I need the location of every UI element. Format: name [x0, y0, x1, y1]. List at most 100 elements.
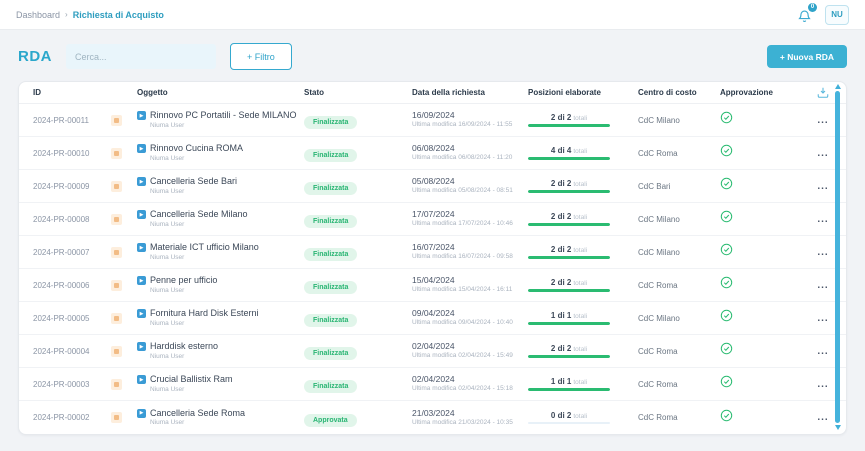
positions-progress: 2 di 2 totali [528, 179, 638, 193]
open-document-icon[interactable]: ▶ [137, 243, 146, 253]
request-date: 17/07/2024 [412, 209, 455, 220]
request-date: 09/04/2024 [412, 308, 455, 319]
progress-fill [528, 322, 610, 325]
positions-progress: 2 di 2 totali [528, 344, 638, 358]
open-document-icon[interactable]: ▶ [137, 111, 146, 121]
table-row[interactable]: 2024-PR-00006 ▶ Penne per ufficio Niuma … [19, 269, 846, 302]
filter-button[interactable]: + Filtro [230, 43, 292, 70]
approved-check-icon [720, 210, 733, 223]
bell-icon [798, 9, 811, 22]
column-header-centro: Centro di costo [638, 88, 697, 97]
rda-id: 2024-PR-00006 [33, 280, 90, 290]
rda-id: 2024-PR-00005 [33, 313, 90, 323]
table-row[interactable]: 2024-PR-00002 ▶ Cancelleria Sede Roma Ni… [19, 401, 846, 434]
breadcrumb-current-page: Richiesta di Acquisto [72, 9, 164, 20]
rda-subject[interactable]: Cancelleria Sede Roma [150, 407, 246, 418]
table-body: 2024-PR-00011 ▶ Rinnovo PC Portatili - S… [19, 104, 846, 434]
search-input[interactable] [66, 44, 216, 69]
new-rda-button[interactable]: + Nuova RDA [766, 45, 847, 68]
progress-fill [528, 256, 610, 259]
open-document-icon[interactable]: ▶ [137, 177, 146, 187]
approved-check-icon [720, 144, 733, 157]
row-actions-menu[interactable]: ... [817, 147, 829, 159]
open-document-icon[interactable]: ▶ [137, 144, 146, 154]
request-date: 02/04/2024 [412, 341, 455, 352]
rda-subject[interactable]: Cancelleria Sede Bari [150, 176, 238, 187]
progress-suffix: totali [573, 181, 588, 189]
request-date: 16/07/2024 [412, 242, 455, 253]
table-row[interactable]: 2024-PR-00004 ▶ Harddisk esterno Niuma U… [19, 335, 846, 368]
progress-count: 2 di 2 [550, 212, 572, 222]
rda-subject[interactable]: Materiale ICT ufficio Milano [150, 242, 259, 253]
row-actions-menu[interactable]: ... [817, 114, 829, 126]
positions-progress: 2 di 2 totali [528, 245, 638, 259]
progress-fill [528, 190, 610, 193]
request-date: 15/04/2024 [412, 275, 455, 286]
scroll-up-arrow-icon[interactable] [834, 84, 841, 89]
last-modified: Ultima modifica 17/07/2024 - 10:46 [412, 220, 513, 228]
row-actions-menu[interactable]: ... [817, 279, 829, 291]
breadcrumb-dashboard[interactable]: Dashboard [16, 9, 61, 20]
open-document-icon[interactable]: ▶ [137, 375, 146, 385]
table-row[interactable]: 2024-PR-00009 ▶ Cancelleria Sede Bari Ni… [19, 170, 846, 203]
approved-check-icon [720, 177, 733, 190]
open-document-icon[interactable]: ▶ [137, 408, 146, 418]
status-badge: Finalizzata [304, 215, 358, 228]
positions-progress: 2 di 2 totali [528, 278, 638, 292]
progress-suffix: totali [573, 313, 588, 321]
rda-subject[interactable]: Cancelleria Sede Milano [150, 209, 248, 220]
table-row[interactable]: 2024-PR-00010 ▶ Rinnovo Cucina ROMA Nium… [19, 137, 846, 170]
row-actions-menu[interactable]: ... [817, 412, 829, 423]
rda-subject[interactable]: Fornitura Hard Disk Esterni [150, 308, 259, 319]
open-document-icon[interactable]: ▶ [137, 276, 146, 286]
positions-progress: 2 di 2 totali [528, 212, 638, 226]
rda-table-card: ID Oggetto Stato Data della richiesta Po… [18, 81, 847, 435]
request-date: 06/08/2024 [412, 143, 455, 154]
rda-subject[interactable]: Rinnovo PC Portatili - Sede MILANO [150, 110, 297, 121]
status-badge: Approvata [304, 413, 357, 427]
tag-icon [111, 279, 122, 291]
last-modified: Ultima modifica 15/04/2024 - 16:11 [412, 286, 513, 294]
row-actions-menu[interactable]: ... [817, 246, 829, 258]
table-row[interactable]: 2024-PR-00007 ▶ Materiale ICT ufficio Mi… [19, 236, 846, 269]
positions-progress: 1 di 1 totali [528, 377, 638, 391]
row-actions-menu[interactable]: ... [817, 213, 829, 225]
progress-bar [528, 124, 610, 127]
page-header: RDA + Filtro + Nuova RDA [0, 30, 865, 81]
rda-subject[interactable]: Harddisk esterno [150, 341, 219, 352]
row-actions-menu[interactable]: ... [817, 378, 829, 390]
table-row[interactable]: 2024-PR-00011 ▶ Rinnovo PC Portatili - S… [19, 104, 846, 137]
approved-check-icon [720, 375, 733, 388]
row-actions-menu[interactable]: ... [817, 345, 829, 357]
rda-subject[interactable]: Crucial Ballistix Ram [150, 374, 233, 385]
rda-subject[interactable]: Penne per ufficio [150, 275, 218, 286]
rda-id: 2024-PR-00010 [33, 148, 90, 158]
cost-center: CdC Milano [638, 247, 680, 257]
tag-icon [111, 378, 122, 390]
progress-count: 1 di 1 [550, 311, 572, 321]
notifications-button[interactable]: 0 [797, 2, 817, 24]
progress-suffix: totali [573, 346, 588, 354]
progress-bar [528, 157, 610, 160]
row-actions-menu[interactable]: ... [817, 312, 829, 324]
vertical-scrollbar[interactable] [832, 84, 843, 432]
progress-suffix: totali [573, 412, 588, 420]
progress-bar [528, 388, 610, 391]
table-row[interactable]: 2024-PR-00003 ▶ Crucial Ballistix Ram Ni… [19, 368, 846, 401]
open-document-icon[interactable]: ▶ [137, 342, 146, 352]
user-avatar[interactable]: NU [825, 4, 849, 25]
row-actions-menu[interactable]: ... [817, 180, 829, 192]
table-header-row: ID Oggetto Stato Data della richiesta Po… [19, 82, 846, 104]
rda-subject[interactable]: Rinnovo Cucina ROMA [150, 143, 244, 154]
export-button[interactable] [800, 86, 846, 99]
scroll-down-arrow-icon[interactable] [834, 425, 841, 430]
rda-author: Niuma User [150, 319, 185, 327]
table-row[interactable]: 2024-PR-00005 ▶ Fornitura Hard Disk Este… [19, 302, 846, 335]
tag-icon [111, 345, 122, 357]
cost-center: CdC Bari [638, 181, 671, 191]
open-document-icon[interactable]: ▶ [137, 210, 146, 220]
open-document-icon[interactable]: ▶ [137, 309, 146, 319]
scrollbar-thumb[interactable] [835, 91, 840, 423]
approved-check-icon [720, 111, 733, 124]
table-row[interactable]: 2024-PR-00008 ▶ Cancelleria Sede Milano … [19, 203, 846, 236]
